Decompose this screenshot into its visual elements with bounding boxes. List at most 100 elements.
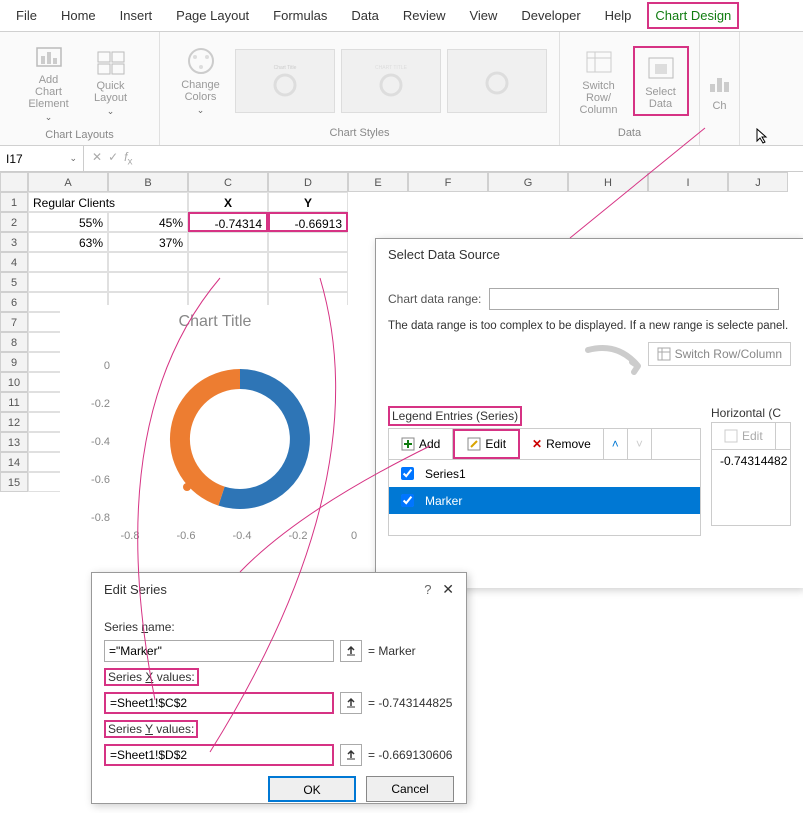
series-name-ref-button[interactable] xyxy=(340,640,362,662)
cell-C2[interactable]: -0.74314 xyxy=(188,212,268,232)
ok-button[interactable]: OK xyxy=(268,776,356,802)
cell-A2[interactable]: 55% xyxy=(28,212,108,232)
row-10[interactable]: 10 xyxy=(0,372,28,392)
row-5[interactable]: 5 xyxy=(0,272,28,292)
col-D[interactable]: D xyxy=(268,172,348,192)
edit-series-button[interactable]: Edit xyxy=(453,429,520,459)
svg-text:-0.8: -0.8 xyxy=(121,530,140,542)
col-J[interactable]: J xyxy=(728,172,788,192)
chart-title[interactable]: Chart Title xyxy=(60,305,370,339)
switch-row-column-button[interactable]: Switch Row/ Column xyxy=(571,42,627,120)
switch-row-column-dialog-button[interactable]: Switch Row/Column xyxy=(648,342,791,366)
row-7[interactable]: 7 xyxy=(0,312,28,332)
series-name-result: = Marker xyxy=(368,644,416,658)
chevron-down-icon: ⌄ xyxy=(69,153,77,164)
remove-series-button[interactable]: ✕ Remove xyxy=(520,429,604,459)
menu-help[interactable]: Help xyxy=(597,2,640,29)
series-name-label: Series name: xyxy=(104,620,175,634)
chart-data-range-input[interactable] xyxy=(489,288,779,310)
menu-page-layout[interactable]: Page Layout xyxy=(168,2,257,29)
dialog-title-text: Select Data Source xyxy=(388,247,500,262)
menu-view[interactable]: View xyxy=(461,2,505,29)
col-B[interactable]: B xyxy=(108,172,188,192)
chart-style-1[interactable]: Chart Title xyxy=(235,49,335,113)
row-1[interactable]: 1 xyxy=(0,192,28,212)
select-all-corner[interactable] xyxy=(0,172,28,192)
menu-file[interactable]: File xyxy=(8,2,45,29)
formula-enter-icon[interactable]: ✓ xyxy=(108,150,118,167)
series-y-ref-button[interactable] xyxy=(340,744,362,766)
move-up-button[interactable]: ˄ xyxy=(604,429,628,459)
series-toolbar: Add Edit ✕ Remove ˄ ˅ xyxy=(388,428,701,460)
add-series-button[interactable]: Add xyxy=(389,429,453,459)
cell-B3[interactable]: 37% xyxy=(108,232,188,252)
svg-text:0: 0 xyxy=(104,360,110,372)
series-name-input[interactable]: ="Marker" xyxy=(104,640,334,662)
menu-formulas[interactable]: Formulas xyxy=(265,2,335,29)
curve-arrow-icon xyxy=(578,342,658,378)
row-12[interactable]: 12 xyxy=(0,412,28,432)
row-15[interactable]: 15 xyxy=(0,472,28,492)
formula-fx-icon[interactable]: fx xyxy=(124,150,132,167)
quick-layout-button[interactable]: Quick Layout⌄ xyxy=(83,42,139,121)
series-x-ref-button[interactable] xyxy=(340,692,362,714)
col-C[interactable]: C xyxy=(188,172,268,192)
name-box[interactable]: I17⌄ xyxy=(0,146,84,171)
add-chart-element-button[interactable]: Add Chart Element⌄ xyxy=(21,36,77,127)
move-down-button[interactable]: ˅ xyxy=(628,429,652,459)
cancel-button[interactable]: Cancel xyxy=(366,776,454,802)
series-item-series1[interactable]: Series1 xyxy=(389,460,700,487)
row-6[interactable]: 6 xyxy=(0,292,28,312)
row-9[interactable]: 9 xyxy=(0,352,28,372)
cell-C1[interactable]: X xyxy=(188,192,268,212)
close-icon[interactable]: ✕ xyxy=(442,581,454,597)
select-data-button[interactable]: Select Data xyxy=(633,46,689,116)
edit-axis-button[interactable]: Edit xyxy=(712,423,776,449)
embedded-chart[interactable]: Chart Title 0 -0.2 -0.4 -0.6 -0.8 -0.8 -… xyxy=(60,305,370,565)
svg-text:0: 0 xyxy=(351,530,357,542)
change-colors-button[interactable]: Change Colors⌄ xyxy=(173,41,229,120)
series-x-result: = -0.743144825 xyxy=(368,696,452,710)
chart-style-3[interactable] xyxy=(447,49,547,113)
range-too-complex-note: The data range is too complex to be disp… xyxy=(388,320,791,332)
row-11[interactable]: 11 xyxy=(0,392,28,412)
menu-developer[interactable]: Developer xyxy=(513,2,588,29)
svg-text:-0.8: -0.8 xyxy=(91,512,110,524)
row-8[interactable]: 8 xyxy=(0,332,28,352)
row-2[interactable]: 2 xyxy=(0,212,28,232)
menu-data[interactable]: Data xyxy=(343,2,386,29)
menu-chart-design[interactable]: Chart Design xyxy=(647,2,739,29)
menu-review[interactable]: Review xyxy=(395,2,454,29)
cell-B2[interactable]: 45% xyxy=(108,212,188,232)
help-icon[interactable]: ? xyxy=(424,582,431,597)
chart-style-2[interactable]: CHART TITLE xyxy=(341,49,441,113)
menu-home[interactable]: Home xyxy=(53,2,104,29)
row-13[interactable]: 13 xyxy=(0,432,28,452)
col-H[interactable]: H xyxy=(568,172,648,192)
row-3[interactable]: 3 xyxy=(0,232,28,252)
menu-insert[interactable]: Insert xyxy=(112,2,161,29)
marker-checkbox[interactable] xyxy=(401,494,414,507)
row-14[interactable]: 14 xyxy=(0,452,28,472)
col-E[interactable]: E xyxy=(348,172,408,192)
cell-D2[interactable]: -0.66913 xyxy=(268,212,348,232)
ribbon-group-data-label: Data xyxy=(618,125,641,141)
cell-A3[interactable]: 63% xyxy=(28,232,108,252)
series-y-input[interactable]: =Sheet1!$D$2 xyxy=(104,744,334,766)
col-G[interactable]: G xyxy=(488,172,568,192)
series-item-marker[interactable]: Marker xyxy=(389,487,700,514)
collapse-dialog-icon xyxy=(345,697,357,709)
col-A[interactable]: A xyxy=(28,172,108,192)
row-4[interactable]: 4 xyxy=(0,252,28,272)
series1-checkbox[interactable] xyxy=(401,467,414,480)
chart-data-range-label: Chart data range: xyxy=(388,292,481,306)
change-chart-type-button[interactable]: Ch xyxy=(705,62,735,116)
cell-A1[interactable]: Regular Clients xyxy=(28,192,188,212)
col-F[interactable]: F xyxy=(408,172,488,192)
cell-D1[interactable]: Y xyxy=(268,192,348,212)
svg-text:Chart Title: Chart Title xyxy=(273,65,296,71)
series-x-input[interactable]: =Sheet1!$C$2 xyxy=(104,692,334,714)
col-I[interactable]: I xyxy=(648,172,728,192)
formula-cancel-icon[interactable]: ✕ xyxy=(92,150,102,167)
remove-icon: ✕ xyxy=(532,437,542,451)
